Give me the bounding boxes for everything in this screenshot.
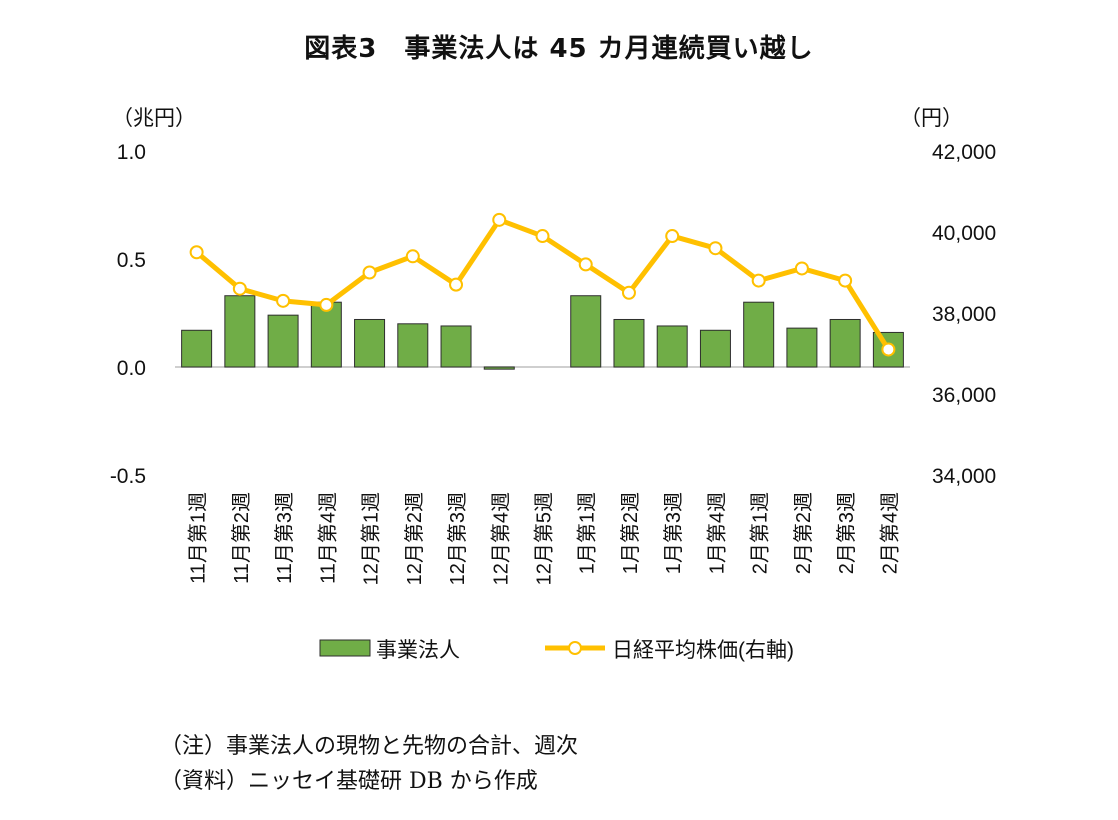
line-point: [492, 212, 507, 227]
y-right-unit: （円）: [900, 107, 963, 130]
line-point: [232, 281, 247, 296]
y-right-tick-label: 40,000: [932, 222, 996, 245]
y-right-tick-label: 42,000: [932, 141, 996, 164]
bar: [786, 327, 818, 368]
x-tick-label: 11月第3週: [273, 492, 296, 584]
bar: [224, 295, 256, 368]
bar: [440, 325, 472, 368]
bar: [397, 323, 429, 368]
x-tick-label: 2月第1週: [749, 492, 772, 574]
legend-line-marker: [568, 641, 582, 655]
y-right-tick-label: 38,000: [932, 303, 996, 326]
bar: [181, 329, 213, 368]
y-right-tick-label: 36,000: [932, 384, 996, 407]
x-tick-label: 1月第1週: [576, 492, 599, 574]
source-text: （資料）ニッセイ基礎研 DB から作成: [160, 769, 538, 794]
bar: [267, 314, 299, 368]
x-tick-label: 12月第5週: [533, 492, 556, 585]
line-point: [708, 241, 723, 256]
line-point: [751, 273, 766, 288]
x-tick-label: 1月第2週: [619, 492, 642, 574]
line-point: [535, 229, 550, 244]
y-left-unit: （兆円）: [112, 107, 196, 130]
y-left-tick-label: -0.5: [110, 465, 146, 488]
x-tick-label: 1月第3週: [662, 492, 685, 574]
bar: [699, 329, 731, 368]
x-tick-label: 1月第4週: [705, 492, 728, 574]
x-tick-label: 11月第2週: [230, 492, 253, 584]
line-point: [881, 342, 896, 357]
line-point: [621, 285, 636, 300]
chart-title: 図表3 事業法人は 45 カ月連続買い越し: [304, 34, 814, 64]
line-point: [319, 297, 334, 312]
x-tick-label: 2月第3週: [835, 492, 858, 574]
x-tick-label: 2月第2週: [792, 492, 815, 574]
bar: [743, 301, 775, 368]
line-point: [405, 249, 420, 264]
line-point: [362, 265, 377, 280]
x-tick-label: 11月第1週: [187, 492, 210, 584]
x-tick-label: 12月第3週: [446, 492, 469, 585]
line-point: [838, 273, 853, 288]
y-left-tick-label: 1.0: [117, 141, 146, 164]
legend-label: 事業法人: [376, 639, 460, 662]
x-tick-label: 2月第4週: [878, 492, 901, 574]
line-point: [276, 293, 291, 308]
y-left-tick-label: 0.0: [117, 357, 146, 380]
line-point: [794, 261, 809, 276]
line-point: [449, 277, 464, 292]
x-tick-label: 12月第1週: [360, 492, 383, 585]
y-right-tick-label: 34,000: [932, 465, 996, 488]
bar: [656, 325, 688, 368]
bar: [483, 366, 515, 370]
bar: [613, 318, 645, 368]
bar: [354, 318, 386, 368]
legend-label: 日経平均株価(右軸): [612, 639, 794, 662]
bar: [570, 295, 602, 368]
x-tick-label: 11月第4週: [316, 492, 339, 584]
line-point: [665, 229, 680, 244]
x-tick-label: 12月第4週: [489, 492, 512, 585]
note-text: （注）事業法人の現物と先物の合計、週次: [160, 734, 579, 759]
bar: [829, 318, 861, 368]
bar: [310, 301, 342, 368]
line-point: [189, 245, 204, 260]
y-left-tick-label: 0.5: [117, 249, 146, 272]
line-point: [578, 257, 593, 272]
legend-bar-swatch: [319, 639, 371, 657]
x-tick-label: 12月第2週: [403, 492, 426, 585]
